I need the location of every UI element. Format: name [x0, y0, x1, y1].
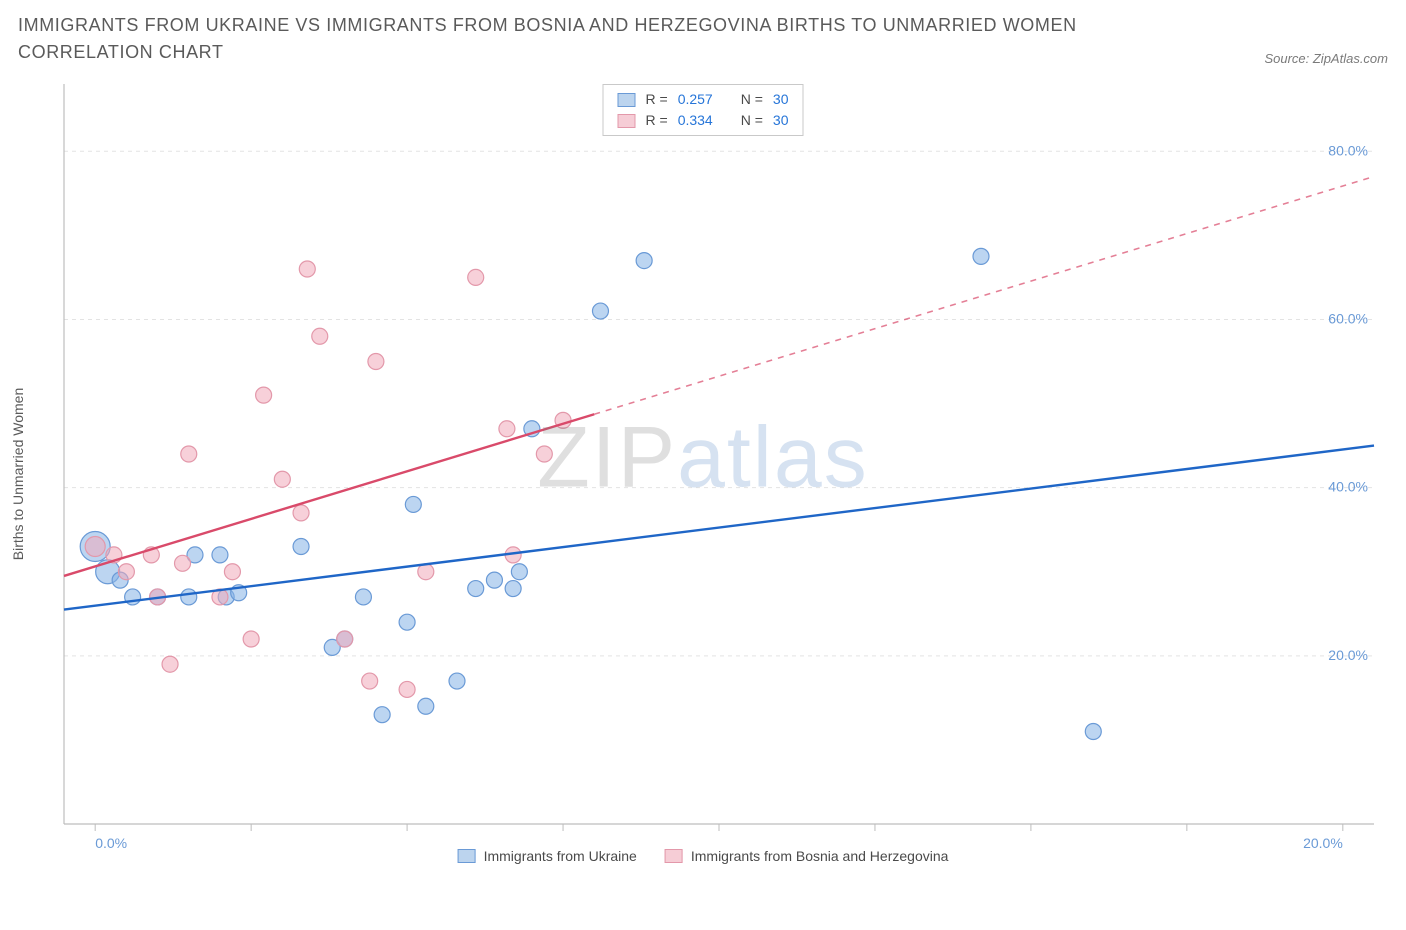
stat-r-label: R =: [646, 89, 668, 110]
stat-r-value: 0.334: [678, 110, 713, 131]
legend-swatch: [665, 849, 683, 863]
stat-r-label: R =: [646, 110, 668, 131]
stat-n-value: 30: [773, 89, 789, 110]
chart-title: IMMIGRANTS FROM UKRAINE VS IMMIGRANTS FR…: [18, 12, 1138, 66]
svg-text:0.0%: 0.0%: [95, 835, 127, 851]
stat-n-label: N =: [741, 89, 763, 110]
header: IMMIGRANTS FROM UKRAINE VS IMMIGRANTS FR…: [0, 0, 1406, 74]
legend-label: Immigrants from Ukraine: [484, 848, 637, 864]
scatter-plot: 20.0% 40.0% 60.0% 80.0% 0.0% 20.0%: [18, 84, 1388, 864]
svg-text:20.0%: 20.0%: [1303, 835, 1343, 851]
series-legend: Immigrants from Ukraine Immigrants from B…: [458, 848, 949, 864]
svg-text:60.0%: 60.0%: [1328, 310, 1368, 326]
source-credit: Source: ZipAtlas.com: [1264, 51, 1388, 66]
stat-r-value: 0.257: [678, 89, 713, 110]
stat-n-label: N =: [741, 110, 763, 131]
svg-text:20.0%: 20.0%: [1328, 647, 1368, 663]
stats-legend: R = 0.257 N = 30 R = 0.334 N = 30: [603, 84, 804, 136]
legend-swatch: [618, 114, 636, 128]
svg-text:80.0%: 80.0%: [1328, 142, 1368, 158]
chart-area: Births to Unmarried Women 20.0%40.0%60.0…: [18, 84, 1388, 864]
legend-item: Immigrants from Bosnia and Herzegovina: [665, 848, 949, 864]
svg-text:40.0%: 40.0%: [1328, 479, 1368, 495]
source-prefix: Source:: [1264, 51, 1312, 66]
legend-swatch: [458, 849, 476, 863]
legend-item: Immigrants from Ukraine: [458, 848, 637, 864]
legend-swatch: [618, 93, 636, 107]
source-name: ZipAtlas.com: [1313, 51, 1388, 66]
stats-row: R = 0.334 N = 30: [618, 110, 789, 131]
stats-row: R = 0.257 N = 30: [618, 89, 789, 110]
y-axis-label: Births to Unmarried Women: [10, 388, 26, 560]
stat-n-value: 30: [773, 110, 789, 131]
legend-label: Immigrants from Bosnia and Herzegovina: [691, 848, 949, 864]
